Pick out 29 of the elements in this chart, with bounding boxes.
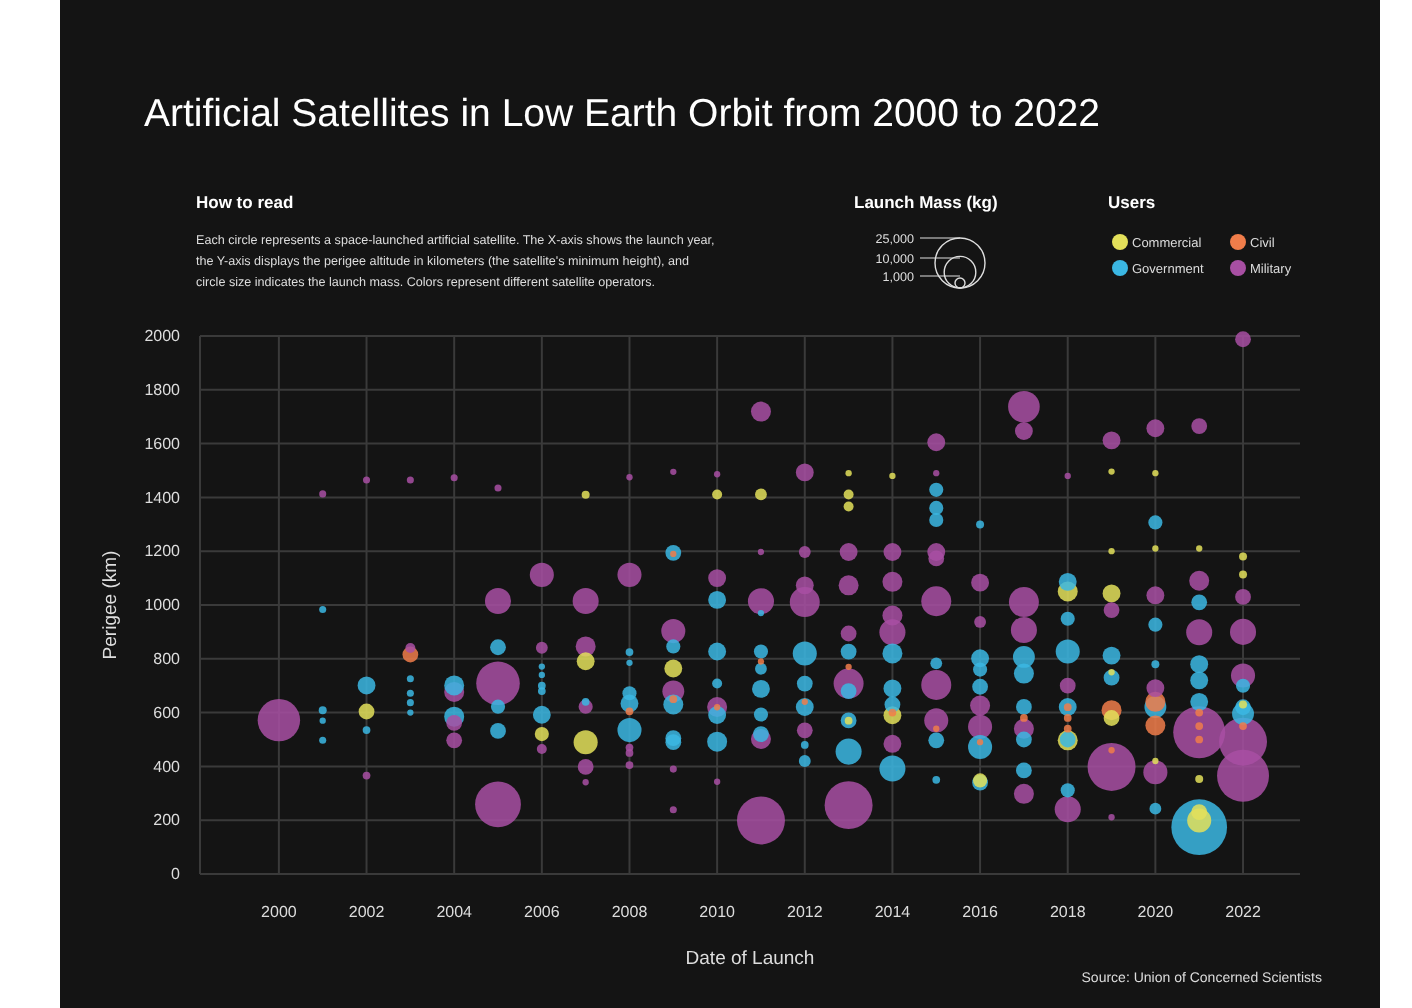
x-tick-label: 2020 (1137, 903, 1175, 922)
y-tick-label: 2000 (144, 327, 182, 346)
x-tick-label: 2004 (436, 903, 474, 922)
x-tick-label: 2014 (874, 903, 912, 922)
x-tick-label: 2008 (611, 903, 649, 922)
x-tick-label: 2000 (261, 903, 298, 922)
x-tick-label: 2006 (524, 903, 561, 922)
y-tick-label: 1400 (144, 488, 182, 507)
chart-title: Artificial Satellites in Low Earth Orbit from 2000 to 2022 (144, 92, 1100, 136)
y-tick-label: 200 (153, 811, 182, 830)
y-tick-label: 800 (153, 649, 182, 668)
x-tick-label: 2002 (348, 903, 386, 922)
y-tick-label: 400 (153, 757, 182, 776)
y-tick-label: 1800 (144, 380, 182, 399)
y-tick-label: 0 (171, 865, 182, 884)
y-tick-label: 1000 (144, 596, 182, 615)
y-tick-label: 1200 (144, 542, 182, 561)
x-tick-label: 2022 (1225, 903, 1262, 922)
text: How to read (196, 192, 294, 212)
x-tick-label: 2012 (786, 903, 824, 922)
text: Launch Mass (kg) (854, 192, 998, 212)
legend-title: Users (1108, 192, 1156, 212)
x-tick-label: 2016 (962, 903, 999, 922)
y-tick-label: 600 (153, 703, 182, 722)
x-tick-label: 2018 (1049, 903, 1087, 922)
y-tick-label: 1600 (144, 434, 182, 453)
y-axis-title: Perigee (km) (100, 550, 122, 660)
x-axis-title: Date of Launch (685, 948, 815, 970)
x-tick-label: 2010 (699, 903, 737, 922)
